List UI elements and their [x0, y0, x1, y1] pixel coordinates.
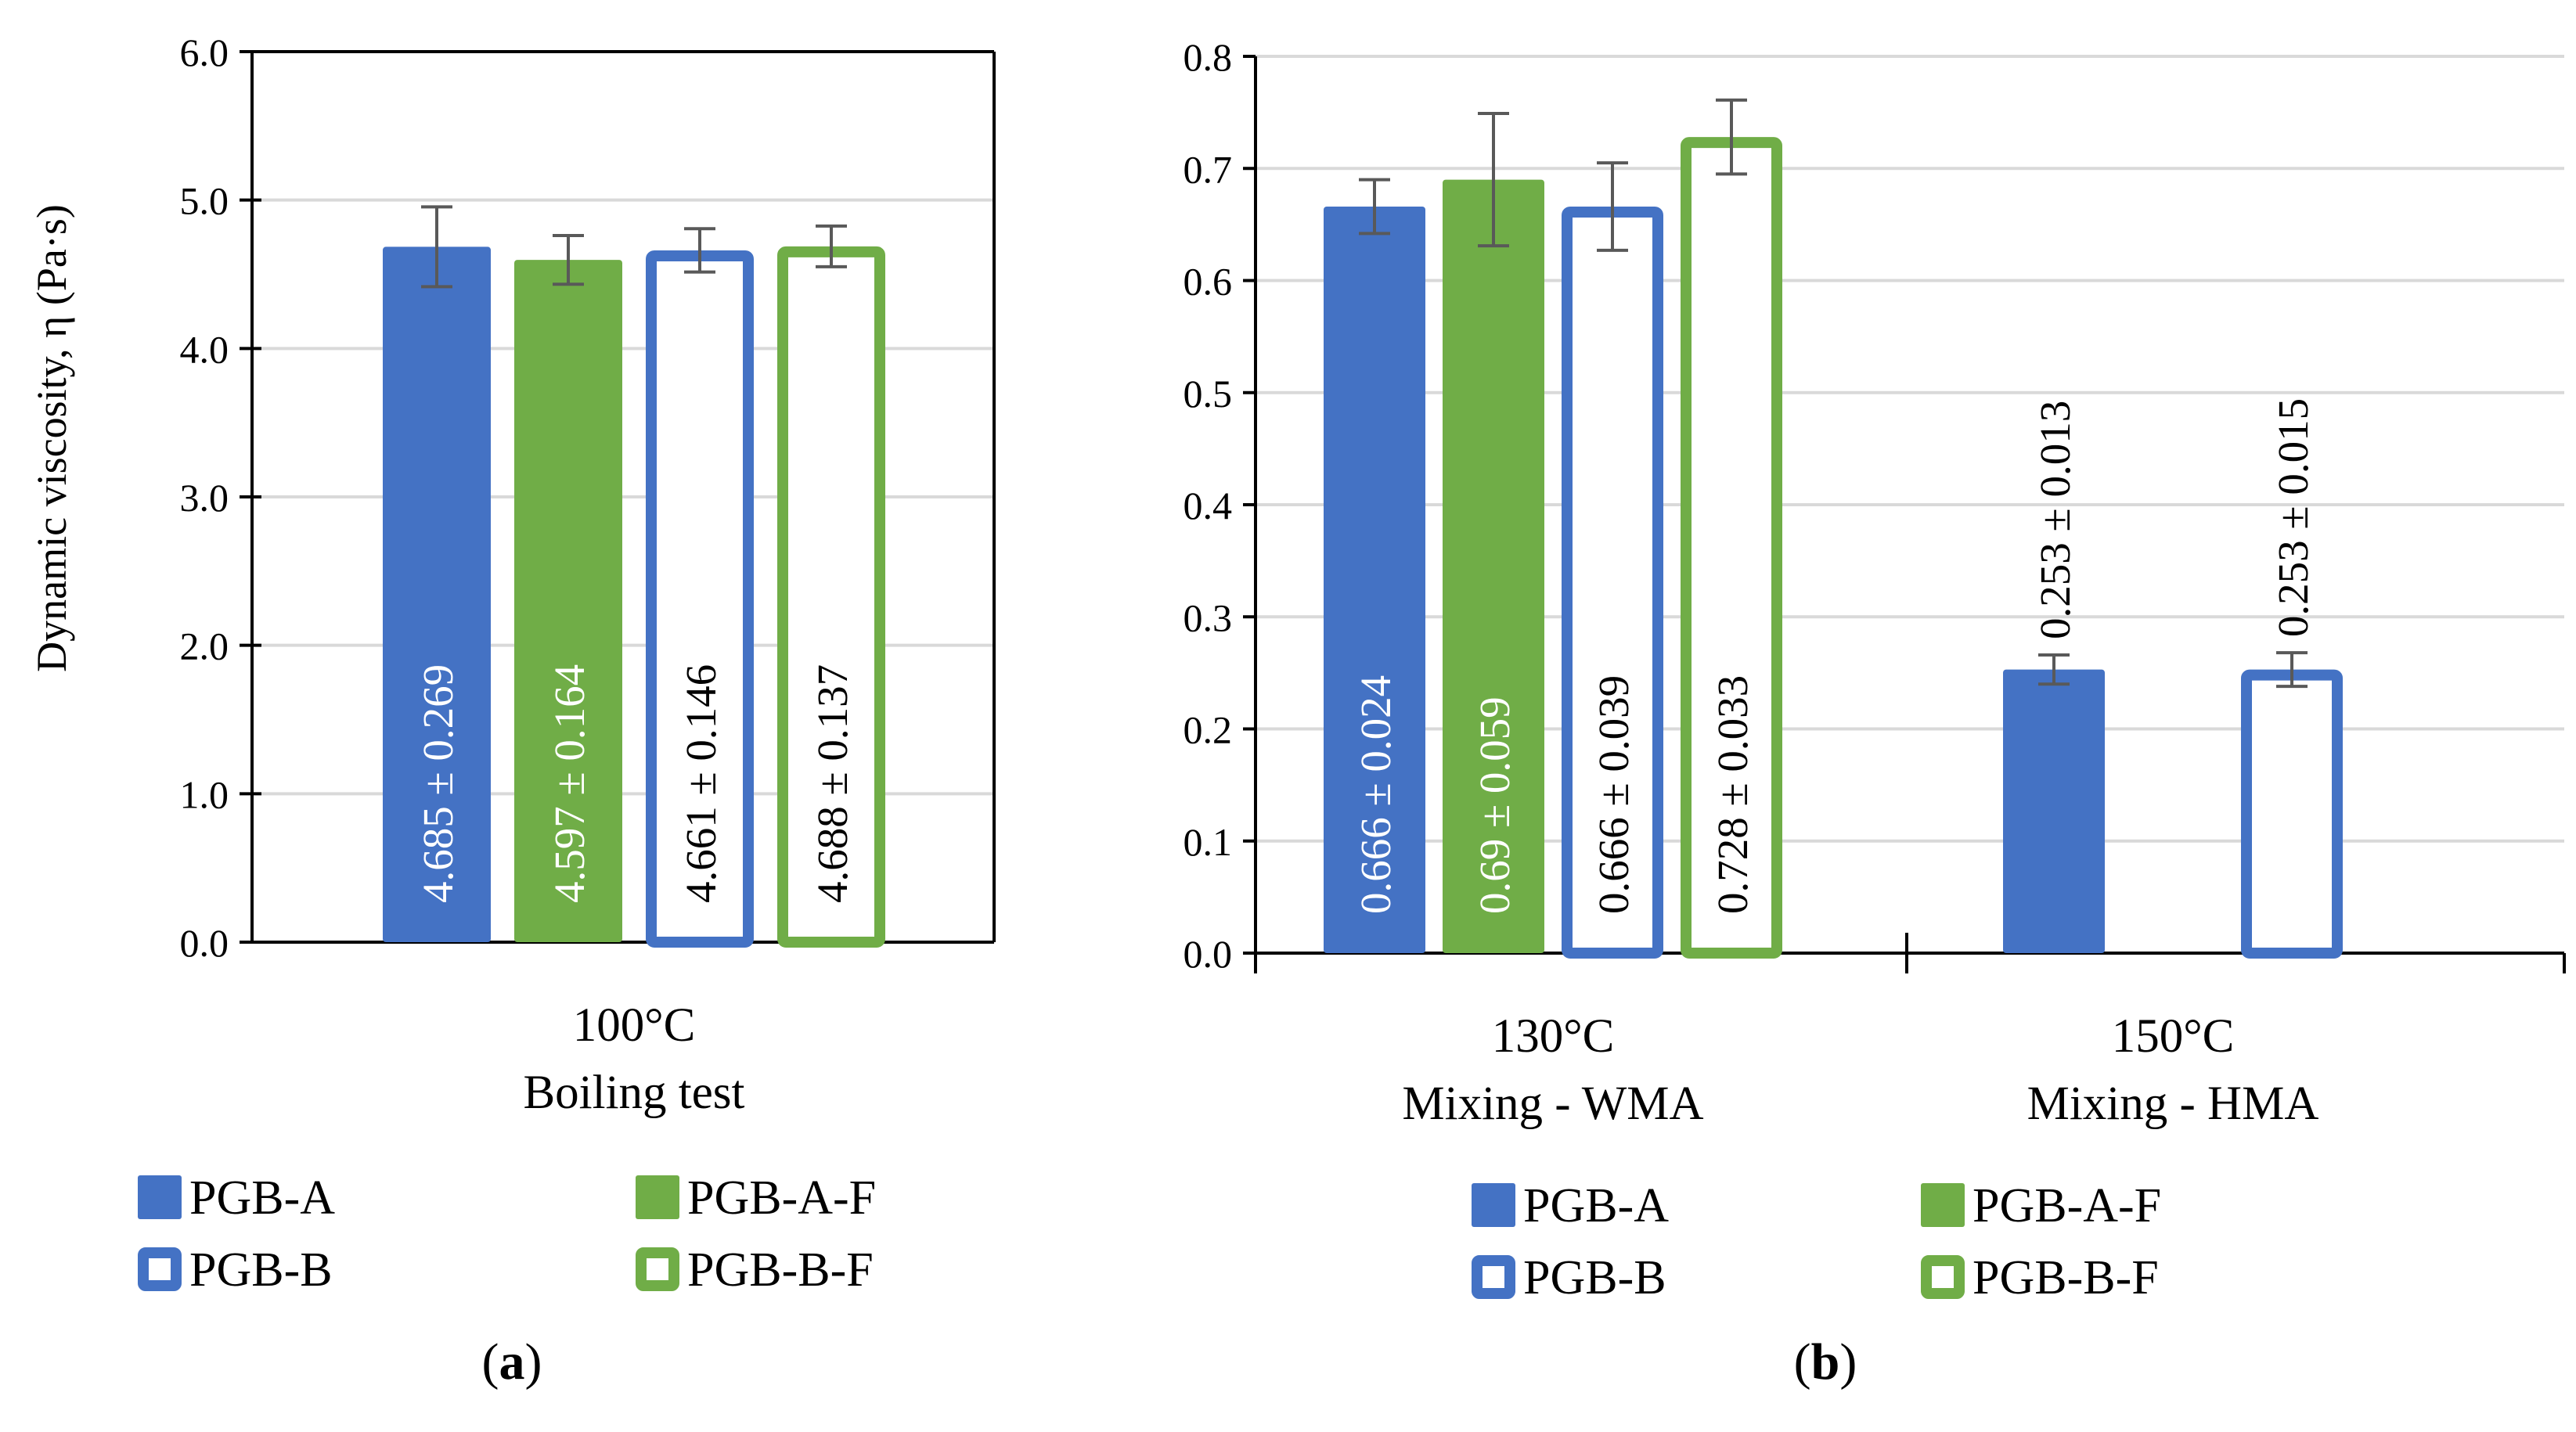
y-tick-label: 0.5	[1184, 372, 1233, 416]
x-category-sublabel: Mixing - HMA	[2027, 1078, 2319, 1130]
y-tick-label: 3.0	[180, 476, 229, 520]
y-tick-label: 6.0	[180, 31, 229, 74]
y-tick-label: 0.6	[1184, 260, 1233, 304]
legend-label: PGB-B	[189, 1243, 333, 1297]
chart-panel-b: 0.0 0.1 0.2 0.3 0.4 0.5 0.6 0.7 0.8 0.666 ± 0.024…	[1184, 35, 2566, 1391]
legend-item: PGB-A	[138, 1171, 335, 1225]
x-category-label: 100°C	[573, 999, 696, 1052]
y-tick-label: 2.0	[180, 624, 229, 668]
panel-label-close: )	[525, 1333, 542, 1391]
bar	[514, 260, 622, 943]
data-label: 0.69 ± 0.059	[1471, 696, 1519, 914]
panel-label-close: )	[1839, 1333, 1857, 1391]
legend-label: PGB-A-F	[687, 1171, 876, 1225]
data-label: 0.728 ± 0.033	[1709, 675, 1756, 914]
data-label: 4.597 ± 0.164	[546, 664, 593, 903]
legend-label: PGB-A	[189, 1171, 335, 1225]
panel-label-letter: b	[1811, 1333, 1840, 1391]
y-tick-label: 0.4	[1184, 484, 1233, 527]
bar	[383, 246, 491, 943]
y-axis-title: Dynamic viscosity, η (Pa·s)	[28, 204, 75, 672]
legend-item: PGB-B	[1472, 1251, 1666, 1304]
x-category-label: 130°C	[1492, 1010, 1615, 1063]
data-label: 0.253 ± 0.013	[2031, 401, 2079, 639]
y-tick-label: 0.0	[180, 921, 229, 965]
panel-label: (a)	[482, 1333, 542, 1391]
data-label: 0.666 ± 0.039	[1590, 675, 1637, 914]
x-category-label: 150°C	[2112, 1010, 2235, 1063]
legend-swatch	[1472, 1255, 1515, 1299]
legend-label: PGB-B	[1523, 1251, 1666, 1304]
bar	[1324, 206, 1425, 954]
chart-panel-a: 0.0 1.0 2.0 3.0 4.0 5.0 6.0 Dynamic viscosity, …	[28, 31, 996, 1391]
y-tick-label: 0.2	[1184, 708, 1233, 752]
panel-label: (b)	[1794, 1333, 1857, 1391]
data-label: 4.685 ± 0.269	[414, 664, 462, 903]
data-label: 4.661 ± 0.146	[677, 664, 725, 903]
y-tick-label: 4.0	[180, 327, 229, 371]
data-label: 0.666 ± 0.024	[1352, 675, 1400, 914]
legend-label: PGB-B-F	[1973, 1251, 2159, 1304]
legend-item: PGB-A-F	[1921, 1179, 2161, 1232]
x-category-sublabel: Boiling test	[524, 1067, 745, 1119]
panel-label-letter: a	[499, 1333, 525, 1391]
y-tick-label: 0.8	[1184, 35, 1233, 79]
y-tick-label: 0.0	[1184, 932, 1233, 976]
legend-item: PGB-B-F	[1921, 1251, 2159, 1304]
y-tick-label: 0.1	[1184, 820, 1233, 864]
legend-swatch	[1921, 1255, 1965, 1299]
y-tick-label: 5.0	[180, 179, 229, 223]
data-label: 4.688 ± 0.137	[809, 664, 856, 903]
y-tick-label: 0.7	[1184, 147, 1233, 191]
legend-swatch	[1472, 1183, 1515, 1227]
legend-item: PGB-B-F	[636, 1243, 874, 1297]
bar	[2003, 669, 2105, 953]
bar	[1443, 179, 1544, 953]
panel-label-open: (	[1794, 1333, 1811, 1391]
data-label: 0.253 ± 0.015	[2269, 398, 2317, 637]
legend-item: PGB-A-F	[636, 1171, 876, 1225]
legend-label: PGB-A	[1523, 1179, 1669, 1232]
legend-item: PGB-A	[1472, 1179, 1669, 1232]
y-tick-label: 0.3	[1184, 595, 1233, 639]
y-tick-label: 1.0	[180, 772, 229, 816]
legend-label: PGB-A-F	[1973, 1179, 2161, 1232]
legend-swatch	[1921, 1183, 1965, 1227]
legend-label: PGB-B-F	[687, 1243, 874, 1297]
bar	[2241, 669, 2343, 959]
legend-swatch	[636, 1247, 679, 1291]
legend-swatch	[138, 1247, 182, 1291]
legend-swatch	[636, 1175, 679, 1219]
legend-item: PGB-B	[138, 1243, 333, 1297]
x-category-sublabel: Mixing - WMA	[1402, 1078, 1703, 1130]
legend-swatch	[138, 1175, 182, 1219]
panel-label-open: (	[482, 1333, 499, 1391]
